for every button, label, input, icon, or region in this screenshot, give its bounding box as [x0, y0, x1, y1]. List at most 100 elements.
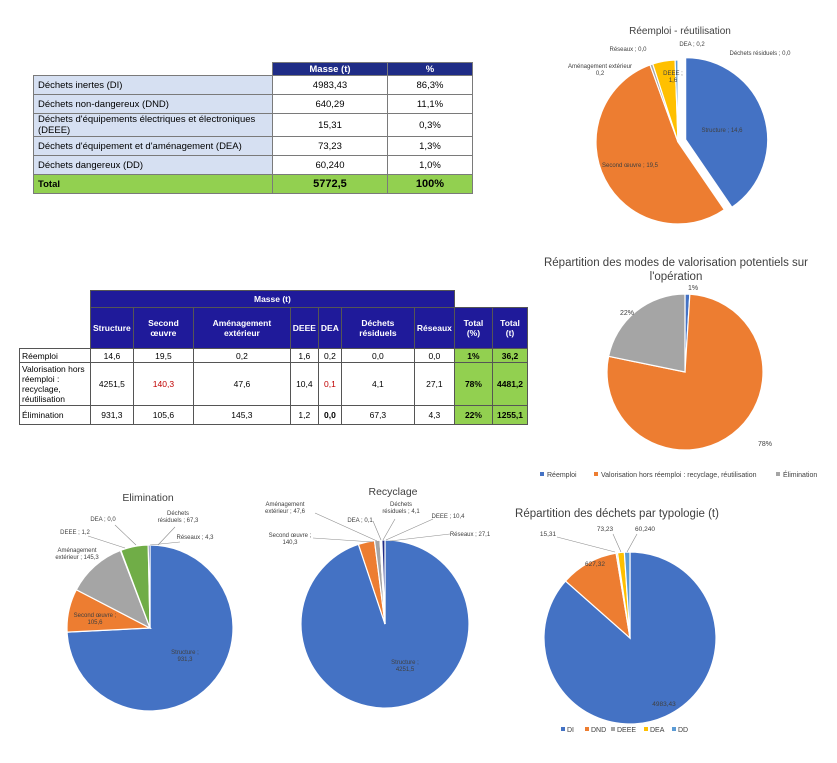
table-cell: 105,6: [132, 405, 195, 425]
data-label: Déchets résiduels ; 67,3: [158, 511, 199, 524]
col-header-pct: %: [386, 62, 474, 76]
data-label: Aménagement extérieur ; 47,6: [265, 502, 306, 515]
table-row: Réemploi 14,6 19,5 0,2 1,6 0,2 0,0 0,0 1…: [19, 348, 528, 363]
leader-line: [87, 535, 126, 549]
data-label: DEEE ; 10,4: [431, 514, 465, 520]
leader-line: [389, 533, 451, 542]
data-label: 60,240: [635, 526, 655, 533]
row-label: Valorisation hors réemploi : recyclage, …: [19, 362, 91, 406]
col-header-total-t: Total (t): [492, 307, 528, 349]
table-cell: 67,3: [340, 405, 415, 425]
legend-entry: Élimination: [783, 470, 817, 479]
data-label: DEEE ; 1,2: [60, 530, 90, 536]
legend-swatch: [561, 727, 565, 731]
table-cell: 47,6: [193, 362, 291, 406]
table-row: Valorisation hors réemploi : recyclage, …: [19, 362, 528, 406]
table-cell: 10,4: [289, 362, 319, 406]
leader-line: [556, 536, 616, 553]
legend-entry: DEA: [650, 727, 665, 734]
data-label: Second œuvre ; 19,5: [602, 163, 659, 169]
table-cell: 4251,5: [90, 362, 134, 406]
cell-pct: 86,3%: [386, 75, 474, 95]
table-cell: 931,3: [90, 405, 134, 425]
table-cell: 0,0: [317, 405, 342, 425]
leader-line: [157, 526, 176, 546]
total-masse: 5772,5: [272, 174, 388, 194]
data-label: Réseaux ; 0,0: [609, 47, 647, 53]
data-label: Second œuvre ; 140,3: [269, 533, 312, 546]
table-cell-total-pct: 1%: [453, 348, 494, 363]
data-label: DEA ; 0,0: [90, 517, 116, 523]
row-label: Déchets inertes (DI): [33, 75, 273, 95]
table-row: Déchets inertes (DI) 4983,43 86,3%: [33, 75, 474, 95]
col-header-dea: DEA: [317, 307, 342, 349]
leader-line: [612, 533, 622, 553]
leader-line: [626, 533, 638, 553]
table-cell: 14,6: [90, 348, 134, 363]
chart-reemploi: Réemploi - réutilisation Structure ; 14,6…: [568, 26, 791, 225]
col-header-dechets-residuels: Déchets résiduels: [340, 307, 415, 349]
table-cell: 1,2: [289, 405, 319, 425]
table-row: Déchets dangereux (DD) 60,240 1,0%: [33, 155, 474, 175]
table-cell: 27,1: [413, 362, 455, 406]
total-row: Total 5772,5 100%: [33, 174, 474, 194]
data-label: Aménagement extérieur ; 145,3: [55, 548, 99, 561]
pie-slice: [685, 57, 769, 209]
table-cell: 4,3: [413, 405, 455, 425]
col-header-structure: Structure: [90, 307, 134, 349]
leader-line: [372, 520, 382, 541]
leader-line: [312, 537, 374, 543]
chart-recyclage: Recyclage Structure ; 4251,5 Second œuvre ;…: [265, 486, 491, 709]
cell-pct: 11,1%: [386, 94, 474, 114]
row-label: Déchets dangereux (DD): [33, 155, 273, 175]
chart-title: Répartition des modes de valorisation po…: [544, 257, 808, 269]
total-pct: 100%: [386, 174, 474, 194]
legend-entry: Valorisation hors réemploi : recyclage, …: [601, 472, 757, 479]
table-cell-total-pct: 78%: [453, 362, 494, 406]
table-row: Déchets d'équipements électriques et éle…: [33, 113, 474, 137]
table-cell-total-t: 4481,2: [492, 362, 528, 406]
data-label: DEA ; 0,1: [347, 518, 373, 524]
pie-slice: [381, 539, 386, 625]
cell-masse: 640,29: [272, 94, 388, 114]
table-cell: 140,3: [132, 362, 195, 406]
cell-pct: 0,3%: [386, 113, 474, 137]
legend-swatch: [776, 472, 780, 476]
table-cell-total-pct: 22%: [453, 405, 494, 425]
data-label: Structure ; 931,3: [171, 650, 199, 663]
cell-masse: 60,240: [272, 155, 388, 175]
chart-repartition-modes: Répartition des modes de valorisation po…: [540, 257, 817, 479]
data-label: 4983,43: [652, 701, 676, 708]
cell-masse: 73,23: [272, 136, 388, 156]
chart-title: Recyclage: [368, 486, 417, 498]
leader-line: [149, 541, 181, 546]
chart-title: Réemploi - réutilisation: [629, 26, 731, 37]
table-cell: 0,0: [413, 348, 455, 363]
chart-elimination: Elimination Structure ; 931,3 Second œuvre …: [55, 492, 234, 712]
typology-table: Masse (t) % Déchets inertes (DI) 4983,43…: [33, 62, 474, 194]
valorisation-table: Masse (t) Structure Second œuvre Aménage…: [19, 290, 528, 425]
data-label: Second œuvre ; 105,6: [74, 613, 117, 626]
legend-swatch: [644, 727, 648, 731]
data-label: 15,31: [540, 531, 557, 538]
col-header-masse: Masse (t): [272, 62, 388, 76]
pie-slice: [595, 64, 726, 225]
chart-title: Elimination: [122, 492, 174, 504]
table-cell: 19,5: [132, 348, 195, 363]
table-row: Élimination 931,3 105,6 145,3 1,2 0,0 67…: [19, 405, 528, 425]
row-label: Élimination: [19, 405, 91, 425]
cell-masse: 4983,43: [272, 75, 388, 95]
table-cell: 0,2: [193, 348, 291, 363]
total-label: Total: [33, 174, 273, 194]
legend-entry: DEEE: [617, 727, 636, 734]
pie-slice: [147, 544, 151, 629]
data-label: 73,23: [597, 526, 614, 533]
table-cell: 145,3: [193, 405, 291, 425]
col-header-second-oeuvre: Second œuvre: [132, 307, 195, 349]
data-label: Réseaux ; 4,3: [176, 535, 214, 541]
data-label: Déchets résiduels ; 0,0: [729, 51, 791, 57]
legend-swatch: [594, 472, 598, 476]
pie-slice: [607, 293, 686, 373]
table-cell-total-t: 36,2: [492, 348, 528, 363]
leader-line: [114, 524, 137, 546]
